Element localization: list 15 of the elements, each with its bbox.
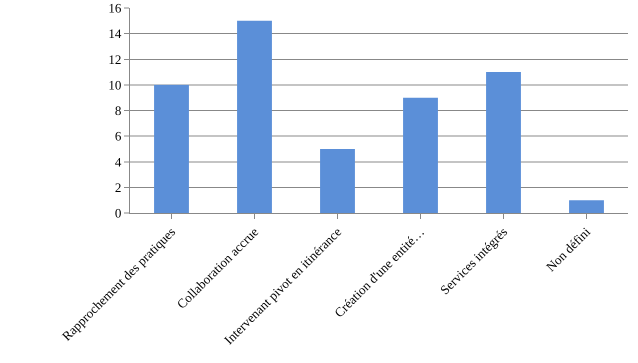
bar [237, 20, 272, 213]
y-tick-label: 8 [114, 103, 122, 118]
bar [486, 72, 521, 213]
y-tick-label: 4 [114, 154, 122, 170]
bar [320, 148, 355, 213]
y-tick-label: 12 [108, 52, 122, 67]
bar [403, 98, 438, 213]
bar [154, 84, 189, 213]
y-tick-label: 2 [114, 180, 122, 195]
y-tick-label: 6 [114, 128, 122, 144]
y-tick-label: 14 [108, 26, 122, 42]
y-tick-label: 10 [108, 77, 122, 92]
y-tick-label: 0 [114, 206, 122, 221]
y-tick-label: 16 [108, 0, 122, 16]
bar [569, 200, 604, 213]
